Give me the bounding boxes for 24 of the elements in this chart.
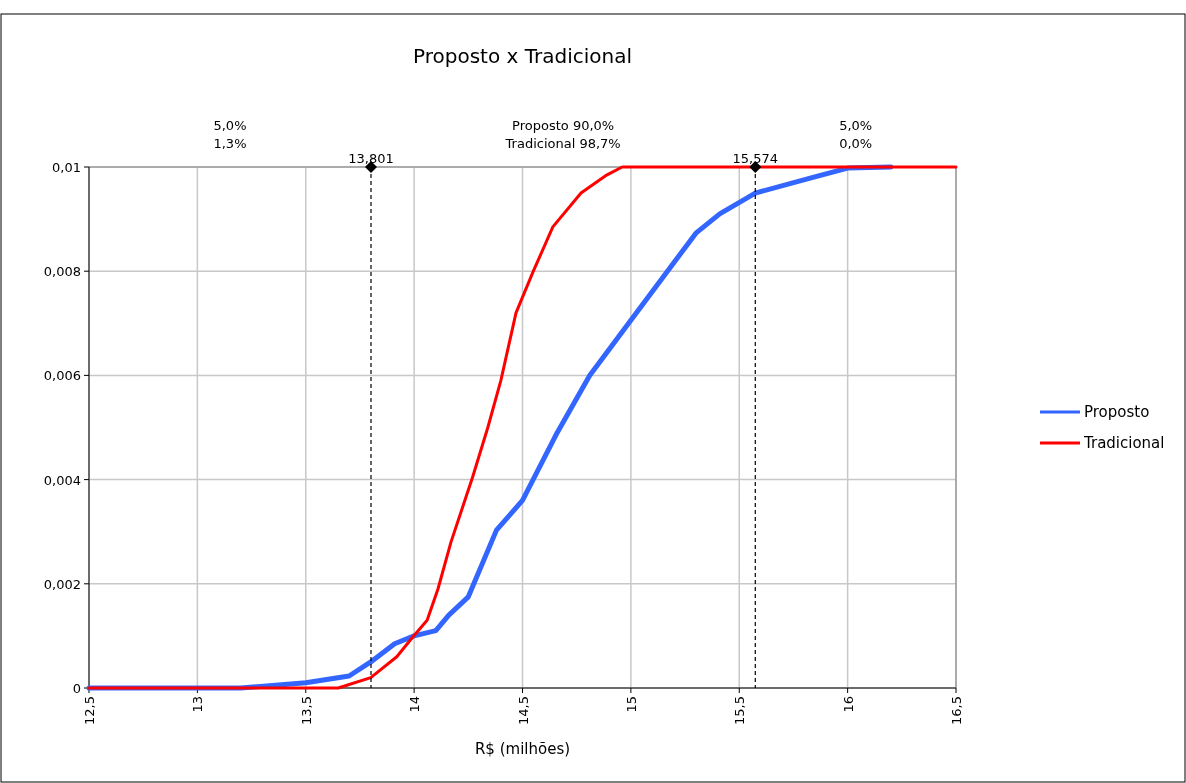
- y-tick-label: 0,008: [43, 264, 81, 280]
- legend-label: Tradicional: [1083, 434, 1165, 452]
- y-tick-label: 0: [72, 681, 81, 696]
- x-tick-label: 15,5: [732, 696, 748, 725]
- x-tick-label: 14: [407, 696, 423, 713]
- text: 5,0% 0,0%: [839, 118, 873, 151]
- chart-title: Proposto x Tradicional: [413, 44, 632, 68]
- text: Proposto 90,0% Tradicional 98,7%: [504, 118, 621, 151]
- y-tick-label: 0,004: [43, 472, 81, 488]
- x-tick-label: 14,5: [515, 696, 531, 725]
- text: 5,0% 1,3%: [213, 118, 247, 151]
- x-axis-title: R$ (milhões): [474, 740, 571, 758]
- y-tick-label: 0,01: [52, 160, 81, 175]
- ref-line-label: 15,574: [732, 151, 779, 166]
- x-tick-label: 13: [190, 696, 206, 713]
- x-tick-label: 16: [840, 696, 856, 713]
- ref-line-label: 13,801: [348, 151, 394, 166]
- y-tick-label: 0,006: [43, 368, 81, 384]
- x-tick-label: 15: [623, 696, 639, 713]
- x-tick-label: 16,5: [949, 696, 964, 725]
- y-tick-label: 0,002: [43, 576, 81, 592]
- legend-label: Proposto: [1084, 403, 1150, 421]
- x-tick-label: 13,5: [298, 696, 314, 725]
- x-tick-label: 12,5: [82, 696, 97, 725]
